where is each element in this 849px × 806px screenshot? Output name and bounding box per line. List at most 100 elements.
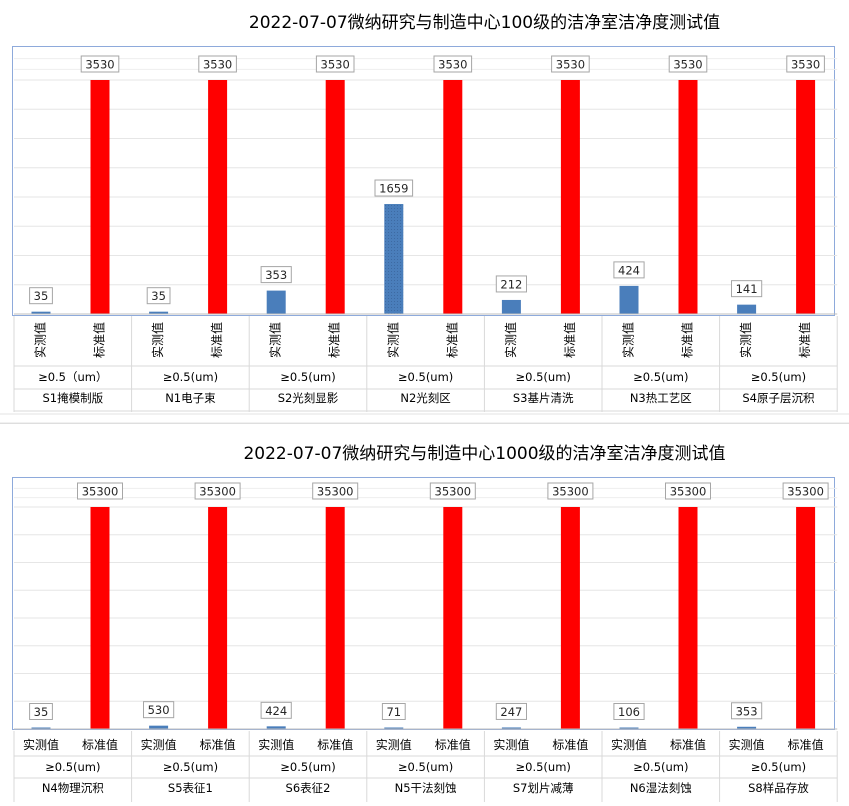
series-axis-label: 实测值 (493, 737, 529, 752)
data-label: 3530 (321, 58, 350, 72)
chart-2-title: 2022-07-07微纳研究与制造中心1000级的洁净室洁净度测试值 (243, 444, 726, 464)
data-label-box (613, 261, 645, 279)
particle-size-label: ≥0.5(um) (516, 370, 571, 384)
data-label-box (433, 55, 473, 73)
chart-2-plot-area (12, 477, 835, 730)
category-label: S1掩模制版 (42, 391, 103, 405)
particle-size-label: ≥0.5（um） (38, 370, 107, 384)
category-label: N1电子束 (165, 391, 216, 405)
standard-bar (560, 80, 580, 314)
series-axis-label: 实测值 (611, 737, 647, 752)
standard-bar (90, 80, 110, 314)
series-axis-label: 实测值 (385, 322, 400, 358)
chart-1-plot-area (12, 46, 835, 316)
category-label: N3热工艺区 (630, 391, 692, 405)
series-axis-label: 实测值 (23, 737, 59, 752)
category-label: S7划片减薄 (513, 781, 574, 795)
data-label-box (315, 55, 355, 73)
category-label: S2光刻显影 (278, 391, 339, 405)
category-label: S5表征1 (168, 781, 213, 795)
category-label: S8样品存放 (748, 781, 809, 795)
category-label: S3基片清洗 (513, 391, 574, 405)
series-axis-label: 标准值 (327, 322, 342, 358)
series-axis-label: 标准值 (797, 322, 812, 358)
particle-size-label: ≥0.5(um) (633, 760, 688, 774)
chart-1-title: 2022-07-07微纳研究与制造中心100级的洁净室洁净度测试值 (248, 13, 721, 33)
series-axis-label: 标准值 (317, 737, 353, 752)
particle-size-label: ≥0.5(um) (398, 760, 453, 774)
data-label: 3530 (673, 58, 702, 72)
data-label: 1659 (379, 182, 408, 196)
data-label: 141 (736, 282, 758, 296)
series-axis-label: 实测值 (33, 322, 48, 358)
standard-bar (325, 80, 345, 314)
data-label: 3530 (85, 58, 114, 72)
measured-bar (619, 285, 639, 314)
particle-size-label: ≥0.5(um) (163, 760, 218, 774)
standard-bar (208, 80, 228, 314)
category-label: N6湿法刻蚀 (630, 781, 692, 795)
measured-bar (31, 311, 51, 314)
series-axis-label: 实测值 (258, 737, 294, 752)
data-label: 3530 (438, 58, 467, 72)
category-label: S6表征2 (286, 781, 331, 795)
chart-1-svg: 35 3530 实测值 标准值 ≥0.5（um） S1掩模制版 35 3530 实测值 标准值 ≥0… (0, 55, 849, 424)
series-axis-label: 标准值 (82, 737, 118, 752)
category-label: N2光刻区 (400, 391, 450, 405)
standard-bar (678, 80, 698, 314)
series-axis-label: 标准值 (788, 737, 824, 752)
data-label-box (374, 179, 414, 197)
series-axis-label: 实测值 (729, 737, 765, 752)
series-axis-label: 实测值 (150, 322, 165, 358)
series-axis-label: 标准值 (562, 322, 577, 358)
data-label-box (146, 287, 171, 305)
series-axis-label: 标准值 (209, 322, 224, 358)
standard-bar (443, 80, 463, 314)
data-label-box (668, 55, 708, 73)
data-label: 35 (151, 289, 166, 303)
data-label: 35 (34, 289, 49, 303)
data-label: 212 (500, 277, 522, 291)
particle-size-label: ≥0.5(um) (280, 370, 335, 384)
series-axis-label: 实测值 (503, 322, 518, 358)
series-axis-label: 实测值 (141, 737, 177, 752)
series-axis-label: 标准值 (435, 737, 471, 752)
particle-size-label: ≥0.5(um) (45, 760, 100, 774)
data-label-box (198, 55, 237, 73)
particle-size-label: ≥0.5(um) (398, 370, 453, 384)
particle-size-label: ≥0.5(um) (633, 370, 688, 384)
data-label-box (786, 55, 825, 73)
measured-bar (384, 204, 404, 314)
data-label: 3530 (791, 58, 820, 72)
series-axis-label: 标准值 (670, 737, 706, 752)
data-label-box (260, 266, 292, 284)
particle-size-label: ≥0.5(um) (163, 370, 218, 384)
data-label-box (551, 55, 590, 73)
measured-bar (501, 299, 521, 314)
series-axis-label: 标准值 (200, 737, 236, 752)
series-axis-label: 标准值 (552, 737, 588, 752)
measured-bar (266, 290, 286, 314)
data-label-box (495, 275, 527, 293)
data-label: 424 (618, 263, 640, 277)
series-axis-label: 实测值 (376, 737, 412, 752)
data-label-box (29, 287, 53, 305)
data-label-box (731, 280, 763, 298)
particle-size-label: ≥0.5(um) (751, 760, 806, 774)
series-axis-label: 标准值 (680, 322, 695, 358)
series-axis-label: 标准值 (92, 322, 107, 358)
particle-size-label: ≥0.5(um) (516, 760, 571, 774)
category-label: N4物理沉积 (42, 781, 104, 795)
category-label: N5干法刻蚀 (395, 781, 457, 795)
series-axis-label: 实测值 (268, 322, 283, 358)
data-label: 3530 (203, 58, 232, 72)
particle-size-label: ≥0.5(um) (280, 760, 335, 774)
measured-bar (737, 304, 757, 314)
standard-bar (796, 80, 816, 314)
series-axis-label: 实测值 (621, 322, 636, 358)
particle-size-label: ≥0.5(um) (751, 370, 806, 384)
data-label: 3530 (556, 58, 585, 72)
data-label-box (80, 55, 120, 73)
measured-bar (149, 311, 169, 314)
data-label: 353 (265, 268, 287, 282)
